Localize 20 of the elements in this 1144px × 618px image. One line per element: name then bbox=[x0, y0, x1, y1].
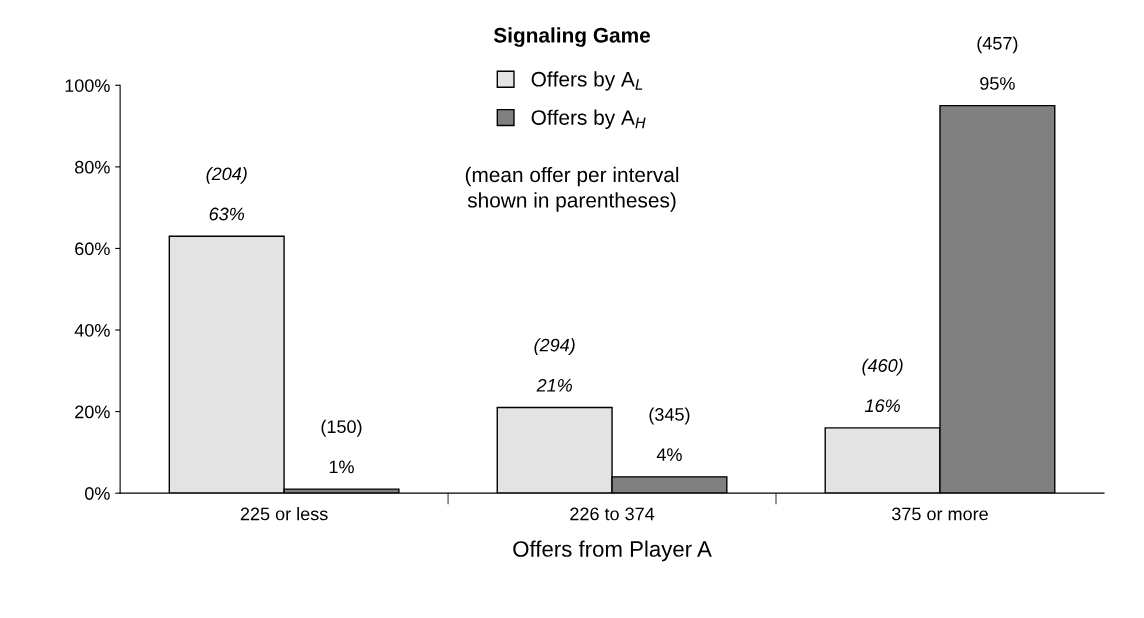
x-tick-label: 226 to 374 bbox=[570, 507, 655, 521]
legend-label: Offers by A$_{H}$ bbox=[531, 109, 646, 130]
y-tick-label: 40% bbox=[74, 323, 110, 337]
text: (457) 95% bbox=[977, 36, 1018, 90]
text: (460) 16% bbox=[862, 358, 903, 413]
y-tick-label: 20% bbox=[75, 405, 110, 419]
x-axis-title: Offers from Player A bbox=[513, 540, 712, 562]
text: (150) 1% bbox=[321, 419, 362, 474]
y-tick-label: 60% bbox=[75, 242, 110, 256]
y-tick-label: 100% bbox=[65, 79, 110, 92]
x-tick-label: 225 or less bbox=[240, 507, 328, 521]
chart-title: Signaling Game bbox=[493, 27, 651, 47]
text: (294) 21% bbox=[534, 338, 575, 392]
y-tick-label: 0% bbox=[85, 487, 110, 500]
annotation: (mean offer per interval shown in parentheses) bbox=[465, 166, 679, 212]
x-tick-label: 375 or more bbox=[892, 507, 988, 521]
text: (345) 4% bbox=[649, 407, 690, 461]
text: (204) 63% bbox=[206, 166, 247, 221]
legend-label: Offers by A$_{L}$ bbox=[531, 71, 643, 91]
y-tick-label: 80% bbox=[75, 160, 110, 174]
